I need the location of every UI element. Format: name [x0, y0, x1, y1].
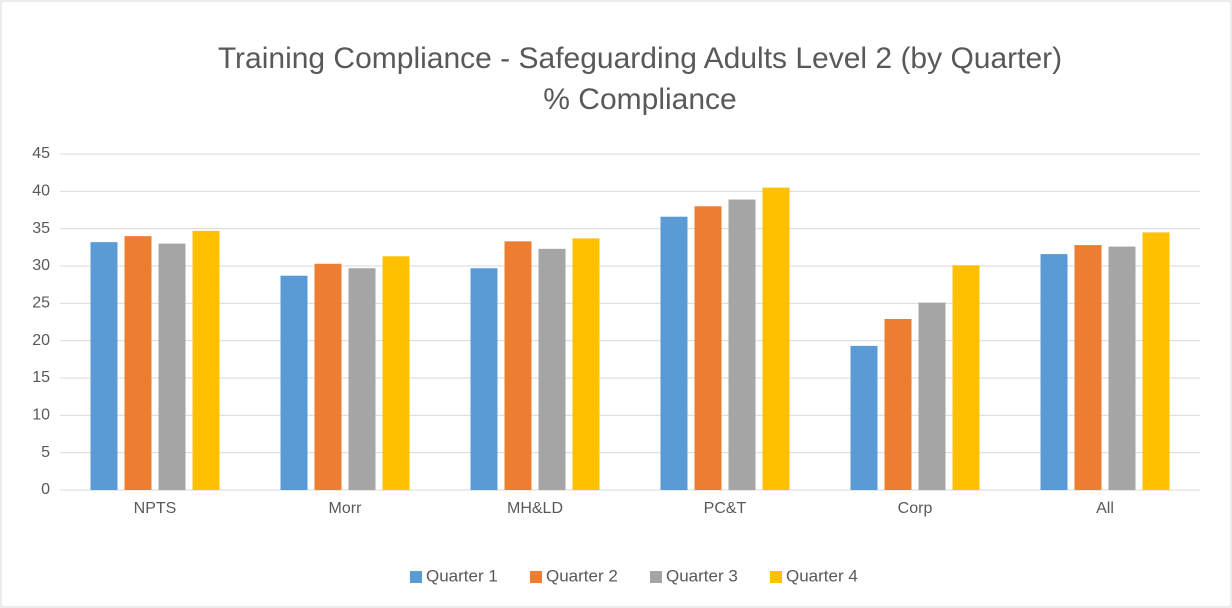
x-tick-label: Morr [329, 500, 363, 517]
bar [694, 206, 722, 490]
y-tick-label: 10 [32, 407, 50, 424]
chart-subtitle: % Compliance [543, 83, 736, 116]
bar [280, 275, 308, 490]
bar [728, 199, 756, 490]
bar [1108, 246, 1136, 490]
bar [538, 248, 566, 490]
bar [90, 242, 118, 490]
bar [572, 238, 600, 490]
y-tick-label: 40 [32, 183, 50, 200]
y-tick-label: 5 [41, 444, 50, 461]
bar [918, 302, 946, 490]
legend-label: Quarter 4 [786, 566, 858, 585]
bar [1142, 232, 1170, 490]
x-tick-label: Corp [898, 500, 933, 517]
x-tick-label: NPTS [134, 500, 177, 517]
legend-swatch [770, 571, 782, 583]
x-tick-label: All [1096, 500, 1114, 517]
bar [348, 268, 376, 490]
y-tick-label: 35 [32, 220, 50, 237]
bar [762, 187, 790, 490]
bar [884, 319, 912, 490]
y-tick-label: 15 [32, 369, 50, 386]
y-tick-label: 20 [32, 332, 50, 349]
y-tick-label: 30 [32, 257, 50, 274]
x-tick-label: MH&LD [507, 500, 563, 517]
legend-swatch [530, 571, 542, 583]
bar [660, 216, 688, 490]
x-tick-label: PC&T [704, 500, 747, 517]
bar [470, 268, 498, 490]
bar [382, 256, 410, 490]
y-tick-label: 0 [41, 481, 50, 498]
y-tick-label: 45 [32, 145, 50, 162]
bar [1074, 245, 1102, 490]
bar [504, 241, 532, 490]
bar [158, 243, 186, 490]
bar [952, 265, 980, 490]
legend-label: Quarter 2 [546, 566, 618, 585]
bar [314, 263, 342, 490]
legend-label: Quarter 3 [666, 566, 738, 585]
legend-swatch [410, 571, 422, 583]
bar [192, 230, 220, 490]
bar [124, 236, 152, 490]
y-tick-label: 25 [32, 295, 50, 312]
chart-title: Training Compliance - Safeguarding Adult… [218, 42, 1062, 75]
bar [1040, 254, 1068, 490]
legend-swatch [650, 571, 662, 583]
legend-label: Quarter 1 [426, 566, 498, 585]
bar [850, 345, 878, 490]
